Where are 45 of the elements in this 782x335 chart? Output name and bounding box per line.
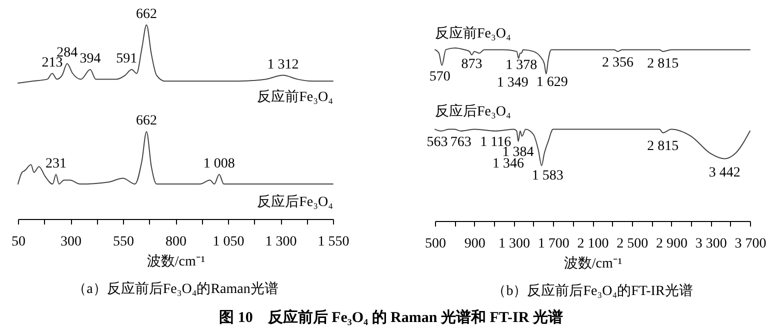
annotation: 763 [450, 135, 472, 150]
x-tick-label: 1 300 [498, 236, 530, 252]
caption: 图 10 反应前后 Fe₃O₄ 的 Raman 光谱和 FT-IR 光谱 [218, 308, 564, 327]
x-tick-label: 1 050 [212, 234, 244, 250]
annotation: 1 378 [506, 58, 538, 74]
annotation: 1 346 [492, 156, 524, 172]
series-label: 反应前Fe₃O₄ [257, 89, 334, 106]
annotation: 394 [80, 51, 101, 66]
series-label: 反应后Fe₃O₄ [435, 103, 511, 120]
text: （b）反应前后Fe₃O₄的FT-IR光谱 [492, 283, 693, 299]
text: （a）反应前后Fe₃O₄的Raman光谱 [72, 281, 278, 297]
annotation: 2 815 [647, 56, 679, 72]
x-tick-label: 1 300 [265, 234, 297, 250]
x-tick-label: 900 [464, 236, 486, 252]
annotation: 591 [116, 51, 138, 66]
annotation: 231 [46, 156, 67, 172]
annotation: 1 583 [532, 168, 564, 184]
annotation: 1 349 [496, 75, 528, 90]
x-tick-label: 2 500 [616, 236, 648, 252]
x-axis-title: 波数/cm⁻¹ [564, 256, 622, 272]
annotation: 873 [461, 56, 482, 72]
annotation: 1 629 [536, 74, 568, 90]
x-tick-label: 500 [425, 236, 446, 252]
x-tick-label: 1 700 [538, 236, 570, 252]
x-tick-label: 1 550 [318, 234, 350, 250]
x-tick-label: 3 700 [734, 236, 766, 252]
x-tick-label: 2 900 [656, 236, 688, 252]
series-label: 反应后Fe₃O₄ [257, 194, 334, 210]
x-tick-label: 550 [113, 234, 134, 250]
x-tick-label: 2 100 [577, 236, 609, 252]
annotation: 2 356 [602, 55, 634, 70]
annotation: 662 [136, 6, 158, 22]
x-axis-title: 波数/cm⁻¹ [146, 254, 206, 270]
x-tick-label: 800 [166, 234, 186, 250]
annotation: 3 442 [708, 166, 740, 181]
x-tick-label: 300 [60, 234, 82, 250]
annotation: 1 312 [267, 57, 299, 72]
series-label: 反应前Fe₃O₄ [435, 26, 511, 42]
annotation: 1 008 [203, 156, 235, 172]
annotation: 662 [136, 114, 158, 129]
annotation: 563 [426, 135, 448, 150]
annotation: 2 815 [647, 138, 679, 154]
x-tick-label: 50 [12, 234, 26, 250]
x-tick-label: 3 300 [695, 236, 727, 252]
annotation: 570 [429, 69, 450, 84]
